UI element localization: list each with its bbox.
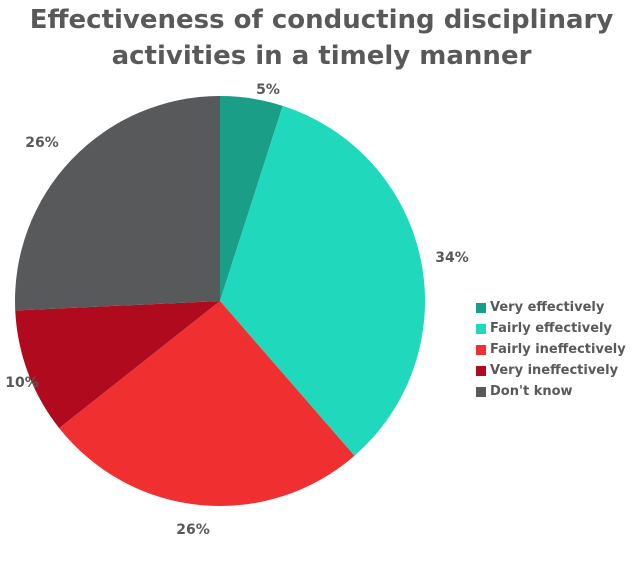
data-label: 26% <box>25 135 59 151</box>
legend-item: Fairly ineffectively <box>476 339 626 360</box>
data-label: 34% <box>435 250 469 266</box>
legend-label: Don't know <box>490 384 573 399</box>
pie-slice <box>220 105 425 456</box>
legend-label: Very ineffectively <box>490 363 619 378</box>
pie-slice <box>59 301 355 506</box>
legend: Very effectively Fairly effectively Fair… <box>476 297 626 402</box>
chart-title-line-2: activities in a timely manner <box>111 41 532 71</box>
legend-item: Fairly effectively <box>476 318 626 339</box>
chart-title-line-1: Effectiveness of conducting disciplinary <box>29 5 614 35</box>
legend-item: Don't know <box>476 381 626 402</box>
legend-swatch <box>476 365 486 376</box>
legend-swatch <box>476 302 486 313</box>
pie-slice <box>220 96 283 301</box>
data-label: 10% <box>5 375 39 391</box>
legend-label: Fairly effectively <box>490 321 612 336</box>
pie-slice <box>15 301 220 429</box>
legend-label: Fairly ineffectively <box>490 342 626 357</box>
legend-label: Very effectively <box>490 300 605 315</box>
pie-slice <box>15 96 221 311</box>
data-label: 26% <box>176 522 210 538</box>
legend-swatch <box>476 344 486 355</box>
legend-swatch <box>476 386 486 397</box>
chart-title: Effectiveness of conducting disciplinary… <box>0 2 643 74</box>
legend-item: Very effectively <box>476 297 626 318</box>
data-label: 5% <box>256 82 280 98</box>
legend-swatch <box>476 323 486 334</box>
legend-item: Very ineffectively <box>476 360 626 381</box>
